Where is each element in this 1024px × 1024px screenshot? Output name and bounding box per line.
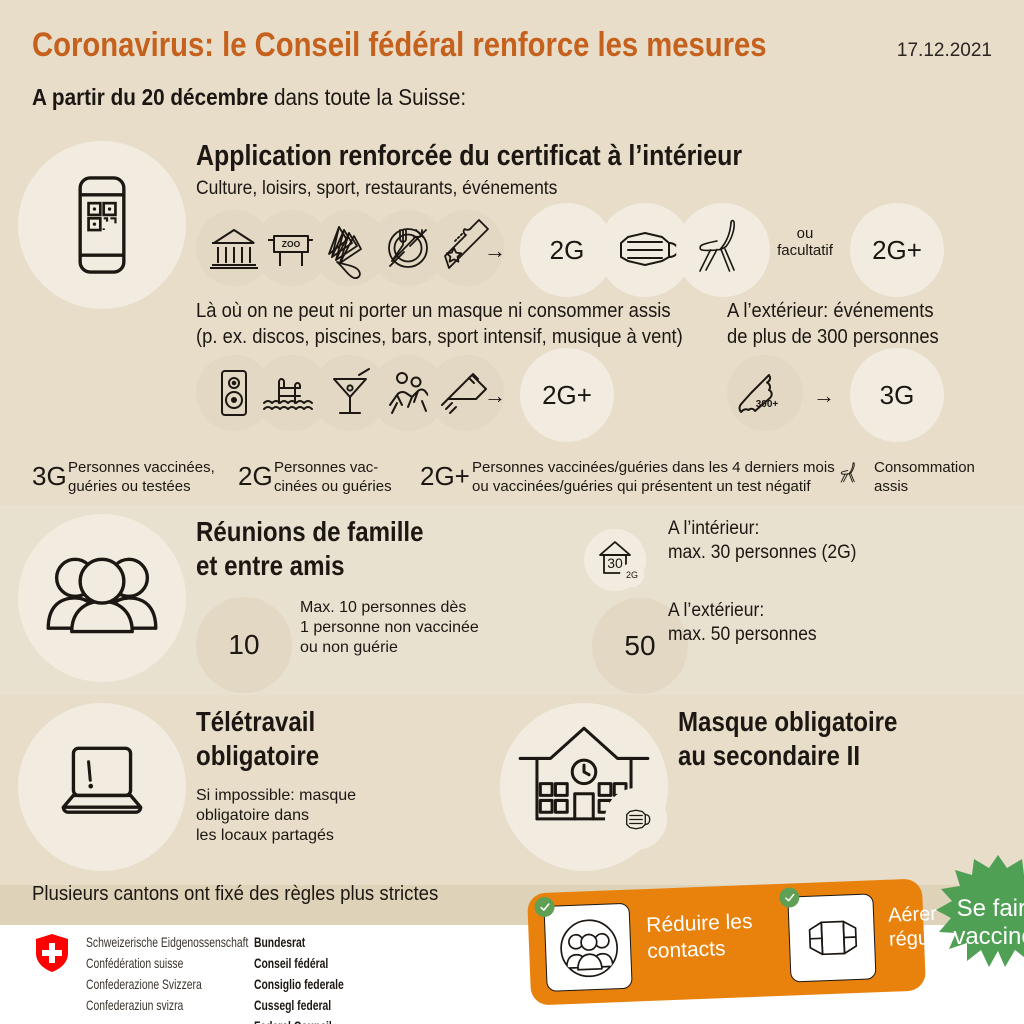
- svg-text:30: 30: [607, 555, 623, 571]
- svg-text:ZOO: ZOO: [282, 239, 301, 249]
- svg-text:Se faire: Se faire: [957, 895, 1024, 922]
- svg-text:300+: 300+: [756, 399, 779, 410]
- svg-text:2G: 2G: [626, 570, 638, 580]
- svg-text:vacciner: vacciner: [953, 923, 1024, 950]
